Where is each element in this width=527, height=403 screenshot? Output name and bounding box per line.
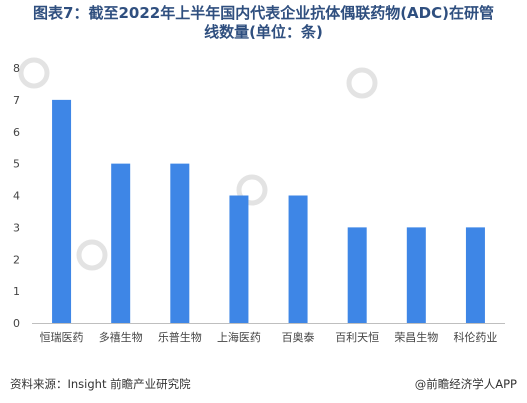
chart-title-line2: 线数量(单位：条) [204, 23, 323, 41]
watermark-logo-icon [346, 67, 378, 99]
x-tick-label: 上海医药 [217, 330, 261, 344]
bar [111, 163, 131, 323]
watermark-logo-icon [236, 174, 268, 206]
y-tick-label: 1 [13, 285, 20, 298]
x-axis: 恒瑞医药 多禧生物 乐普生物 上海医药 百奥泰 百利天恒 荣昌生物 科伦药业 [32, 323, 505, 344]
chart-title: 图表7：截至2022年上半年国内代表企业抗体偶联药物(ADC)在研管 线数量(单… [0, 4, 527, 42]
bar [229, 195, 249, 323]
watermark-layer [18, 57, 378, 271]
bar [406, 227, 426, 323]
bar [465, 227, 485, 323]
bar [52, 99, 72, 323]
watermark-logo-icon [76, 239, 108, 271]
y-tick-label: 4 [13, 190, 20, 203]
bar-series [52, 99, 485, 323]
bar [288, 195, 308, 323]
y-tick-label: 0 [13, 317, 20, 330]
x-tick-label: 科伦药业 [453, 330, 497, 344]
x-tick-label: 荣昌生物 [394, 330, 438, 344]
y-tick-label: 6 [13, 126, 20, 139]
bar [347, 227, 367, 323]
x-tick-label: 多禧生物 [99, 330, 143, 344]
y-tick-label: 5 [13, 158, 20, 171]
y-axis: 0 1 2 3 4 5 6 7 8 [13, 62, 20, 330]
y-tick-label: 3 [13, 221, 20, 234]
source-note: 资料来源：Insight 前瞻产业研究院 [10, 377, 191, 391]
watermark-logo-icon [18, 57, 50, 89]
bar [170, 163, 190, 323]
x-tick-label: 乐普生物 [158, 330, 202, 344]
x-tick-label: 百利天恒 [335, 331, 379, 344]
x-tick-label: 百奥泰 [282, 330, 315, 344]
y-tick-label: 2 [13, 253, 20, 266]
chart-title-line1: 图表7：截至2022年上半年国内代表企业抗体偶联药物(ADC)在研管 [33, 4, 494, 22]
y-tick-label: 7 [13, 94, 20, 107]
y-tick-label: 8 [13, 62, 20, 75]
credit-note: @前瞻经济学人APP [414, 377, 517, 391]
x-tick-label: 恒瑞医药 [40, 330, 84, 344]
